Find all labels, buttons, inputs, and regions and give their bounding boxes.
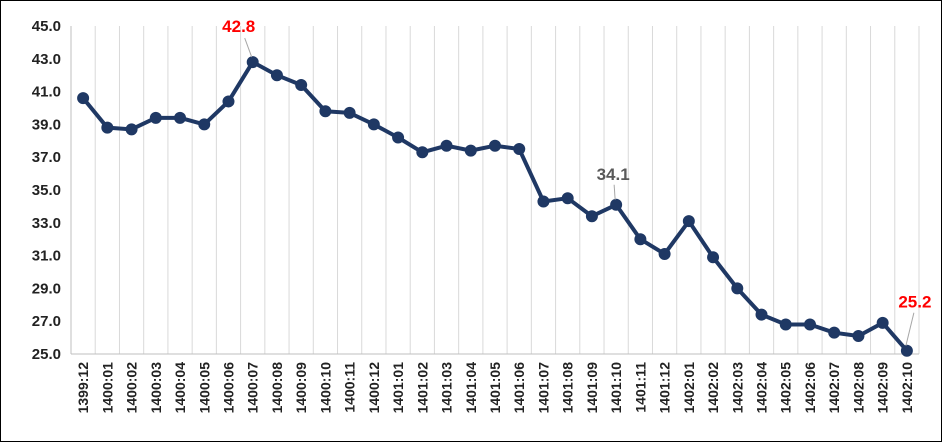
y-tick-label: 37.0: [32, 149, 61, 166]
x-tick-label: 1400:01: [99, 362, 115, 414]
x-tick-label: 1400:09: [293, 362, 309, 414]
data-point: [658, 247, 671, 260]
y-tick-label: 31.0: [32, 248, 61, 265]
x-tick-label: 1402:01: [681, 362, 697, 414]
x-tick-label: 1400:07: [245, 362, 261, 414]
y-tick-label: 25.0: [32, 346, 61, 363]
x-tick-label: 1401:07: [535, 362, 551, 414]
x-tick-label: 1400:02: [124, 362, 140, 414]
data-point: [561, 192, 574, 205]
x-tick-label: 1402:04: [754, 362, 770, 414]
data-point: [731, 282, 744, 295]
x-tick-label: 1401:05: [487, 362, 503, 414]
x-tick-label: 1400:04: [172, 362, 188, 414]
x-tick-label: 1400:05: [196, 362, 212, 414]
y-tick-label: 45.0: [32, 18, 61, 35]
y-tick-label: 33.0: [32, 215, 61, 232]
y-tick-label: 27.0: [32, 313, 61, 330]
data-point: [174, 111, 187, 124]
data-point: [513, 143, 526, 155]
x-tick-label: 1402:09: [875, 362, 891, 414]
x-tick-label: 1401:12: [657, 362, 673, 414]
data-point: [585, 210, 598, 223]
data-point: [125, 123, 138, 136]
x-tick-label: 1401:10: [608, 362, 624, 414]
x-tick-label: 1401:03: [439, 362, 455, 414]
x-tick-label: 1401:11: [632, 362, 648, 413]
data-point: [440, 139, 453, 152]
data-label: 42.8: [222, 17, 255, 36]
y-tick-label: 43.0: [32, 51, 61, 68]
data-point: [464, 144, 477, 157]
data-point: [367, 118, 380, 131]
x-tick-label: 1401:08: [560, 362, 576, 414]
annotation-leader-line: [905, 312, 915, 346]
x-tick-label: 1401:06: [511, 362, 527, 414]
data-point: [295, 79, 308, 92]
data-point: [852, 329, 865, 342]
data-point: [319, 105, 332, 118]
x-tick-label: 1402:03: [729, 362, 745, 414]
data-point: [270, 69, 283, 82]
data-point: [828, 326, 841, 339]
x-tick-label: 1400:12: [366, 362, 382, 414]
data-point: [77, 92, 90, 105]
data-point: [900, 344, 913, 357]
y-tick-label: 41.0: [32, 84, 61, 101]
data-point: [343, 106, 356, 119]
x-tick-label: 1402:08: [850, 362, 866, 414]
data-point: [803, 318, 816, 331]
y-tick-label: 35.0: [32, 182, 61, 199]
data-label: 25.2: [898, 293, 931, 312]
x-tick-label: 1400:11: [342, 362, 358, 413]
x-tick-label: 1402:07: [826, 362, 842, 414]
x-tick-label: 1402:10: [899, 362, 915, 414]
data-point: [149, 111, 162, 124]
data-point: [198, 118, 211, 131]
annotation-leader-line: [613, 184, 616, 200]
data-point: [634, 233, 647, 246]
x-tick-label: 1401:04: [463, 362, 479, 414]
series-line: [81, 60, 909, 353]
annotation-leader-line: [244, 37, 253, 58]
x-tick-label: 1401:09: [584, 362, 600, 414]
x-tick-label: 1402:05: [778, 362, 794, 414]
x-tick-label: 1399:12: [75, 362, 91, 414]
data-point: [489, 139, 501, 152]
x-tick-label: 1400:06: [220, 362, 236, 414]
data-point: [246, 56, 259, 69]
data-point: [707, 251, 720, 264]
y-tick-label: 29.0: [32, 280, 61, 297]
x-tick-label: 1402:02: [705, 362, 721, 414]
data-point: [610, 198, 623, 211]
data-point: [222, 95, 235, 108]
x-tick-label: 1402:06: [802, 362, 818, 414]
data-label: 34.1: [597, 165, 630, 184]
data-point: [779, 318, 792, 331]
data-point: [537, 195, 550, 208]
x-tick-label: 1400:10: [317, 362, 333, 414]
data-point: [755, 308, 768, 321]
data-point: [416, 146, 429, 159]
x-tick-label: 1401:02: [414, 362, 430, 414]
x-tick-label: 1400:03: [148, 362, 164, 414]
data-point: [101, 121, 114, 134]
data-point: [392, 131, 405, 144]
x-tick-label: 1400:08: [269, 362, 285, 414]
y-tick-label: 39.0: [32, 116, 61, 133]
data-point: [682, 215, 695, 228]
x-tick-label: 1401:01: [390, 362, 406, 414]
data-point: [876, 316, 889, 329]
